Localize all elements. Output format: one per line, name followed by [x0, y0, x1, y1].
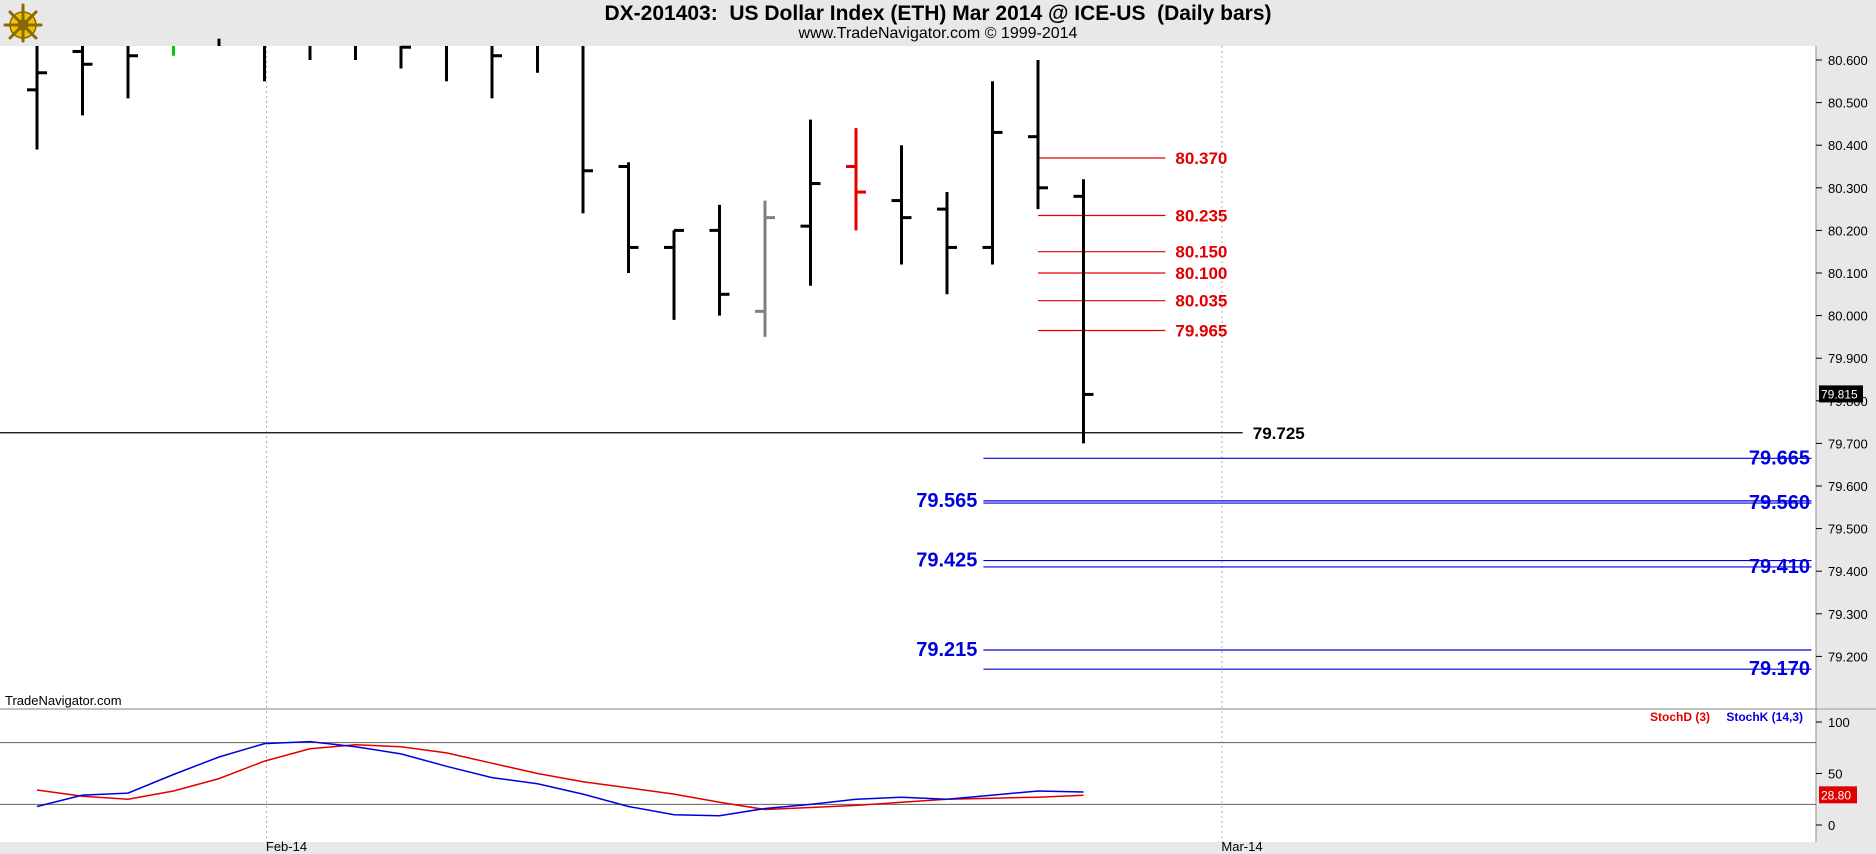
- date-axis: Feb-14 Mar-14: [266, 839, 1263, 854]
- price-level-label: 79.965: [1175, 322, 1227, 341]
- price-bar: [72, 46, 93, 116]
- price-bars: [27, 38, 1094, 444]
- price-tick-label: 80.200: [1828, 223, 1868, 238]
- grid-lines: [0, 46, 1876, 842]
- price-tick-label: 80.300: [1828, 181, 1868, 196]
- last-price-badge: [1819, 385, 1863, 403]
- price-tick-label: 80.000: [1828, 309, 1868, 324]
- price-axis: 80.600 80.500 80.400 80.300 80.200 80.100 80.0…: [1816, 53, 1868, 664]
- price-level-label: 79.410: [1749, 556, 1810, 578]
- price-panel: [0, 46, 1816, 708]
- price-level-label: 79.565: [916, 490, 977, 512]
- stochastic-axis: 100 50 0 28.80: [1816, 715, 1857, 833]
- price-bar: [664, 228, 684, 320]
- chart-title: DX-201403: US Dollar Index (ETH) Mar 201…: [604, 2, 1272, 25]
- watermark: TradeNavigator.com: [5, 693, 122, 708]
- price-level-label: 80.035: [1175, 292, 1227, 311]
- chart-header: DX-201403: US Dollar Index (ETH) Mar 201…: [0, 0, 1876, 46]
- chart-subtitle: www.TradeNavigator.com © 1999-2014: [798, 25, 1078, 42]
- price-tick-label: 79.300: [1828, 607, 1868, 622]
- price-tick-label: 79.700: [1828, 436, 1868, 451]
- price-tick-label: 79.200: [1828, 649, 1868, 664]
- tradenavigator-logo-icon: [3, 3, 43, 43]
- price-bar: [982, 81, 1003, 265]
- price-level-label: 80.100: [1175, 264, 1227, 283]
- price-bar: [27, 46, 47, 150]
- price-tick-label: 79.600: [1828, 479, 1868, 494]
- price-level-label: 79.560: [1749, 492, 1810, 514]
- date-tick-label: Mar-14: [1221, 839, 1262, 854]
- price-level-label: 80.150: [1175, 243, 1227, 262]
- legend-stoch-d: StochD (3): [1650, 710, 1710, 724]
- price-tick-label: 80.400: [1828, 138, 1868, 153]
- price-bar: [755, 200, 775, 337]
- price-bar: [937, 192, 957, 295]
- stochastic-tick-label: 0: [1828, 818, 1835, 833]
- price-bar: [709, 204, 730, 316]
- price-bar: [618, 162, 639, 273]
- price-bar: [846, 128, 866, 231]
- price-level-label: 79.170: [1749, 658, 1810, 680]
- price-bar: [126, 46, 138, 99]
- stochastic-tick-label: 100: [1828, 715, 1850, 730]
- stochastic-last-badge: [1819, 786, 1857, 804]
- price-bar: [800, 119, 821, 286]
- price-tick-label: 80.600: [1828, 53, 1868, 68]
- stochastic-series-line: [36, 740, 1084, 817]
- stochastic-tick-label: 50: [1828, 767, 1842, 782]
- price-tick-label: 79.500: [1828, 522, 1868, 537]
- price-tick-label: 79.900: [1828, 351, 1868, 366]
- price-tick-label: 79.400: [1828, 564, 1868, 579]
- legend-stoch-k: StochK (14,3): [1726, 710, 1803, 724]
- price-tick-label: 80.500: [1828, 96, 1868, 111]
- price-level-label: 80.235: [1175, 206, 1227, 225]
- stochastic-last-label: 28.80: [1821, 788, 1851, 802]
- price-bar: [1073, 179, 1094, 444]
- price-bar: [399, 45, 411, 69]
- price-bar: [1028, 60, 1048, 210]
- price-level-label: 80.370: [1175, 149, 1227, 168]
- date-tick-label: Feb-14: [266, 839, 307, 854]
- stochastic-panel: [0, 710, 1816, 842]
- price-level-label: 79.425: [916, 550, 977, 572]
- stochastic-series-line: [36, 743, 1084, 811]
- price-level-label: 79.215: [916, 639, 977, 661]
- price-level-label: 79.725: [1253, 424, 1305, 443]
- price-bar: [581, 46, 593, 214]
- price-level-label: 79.665: [1749, 447, 1810, 469]
- price-levels: 80.370 80.235 80.150 80.100 80.035 79.965 79.7…: [0, 149, 1812, 680]
- last-price-label: 79.815: [1821, 387, 1858, 401]
- price-tick-label: 80.100: [1828, 266, 1868, 281]
- price-bar: [891, 145, 912, 265]
- price-bar: [490, 46, 502, 99]
- stochastic-lines: [0, 740, 1816, 817]
